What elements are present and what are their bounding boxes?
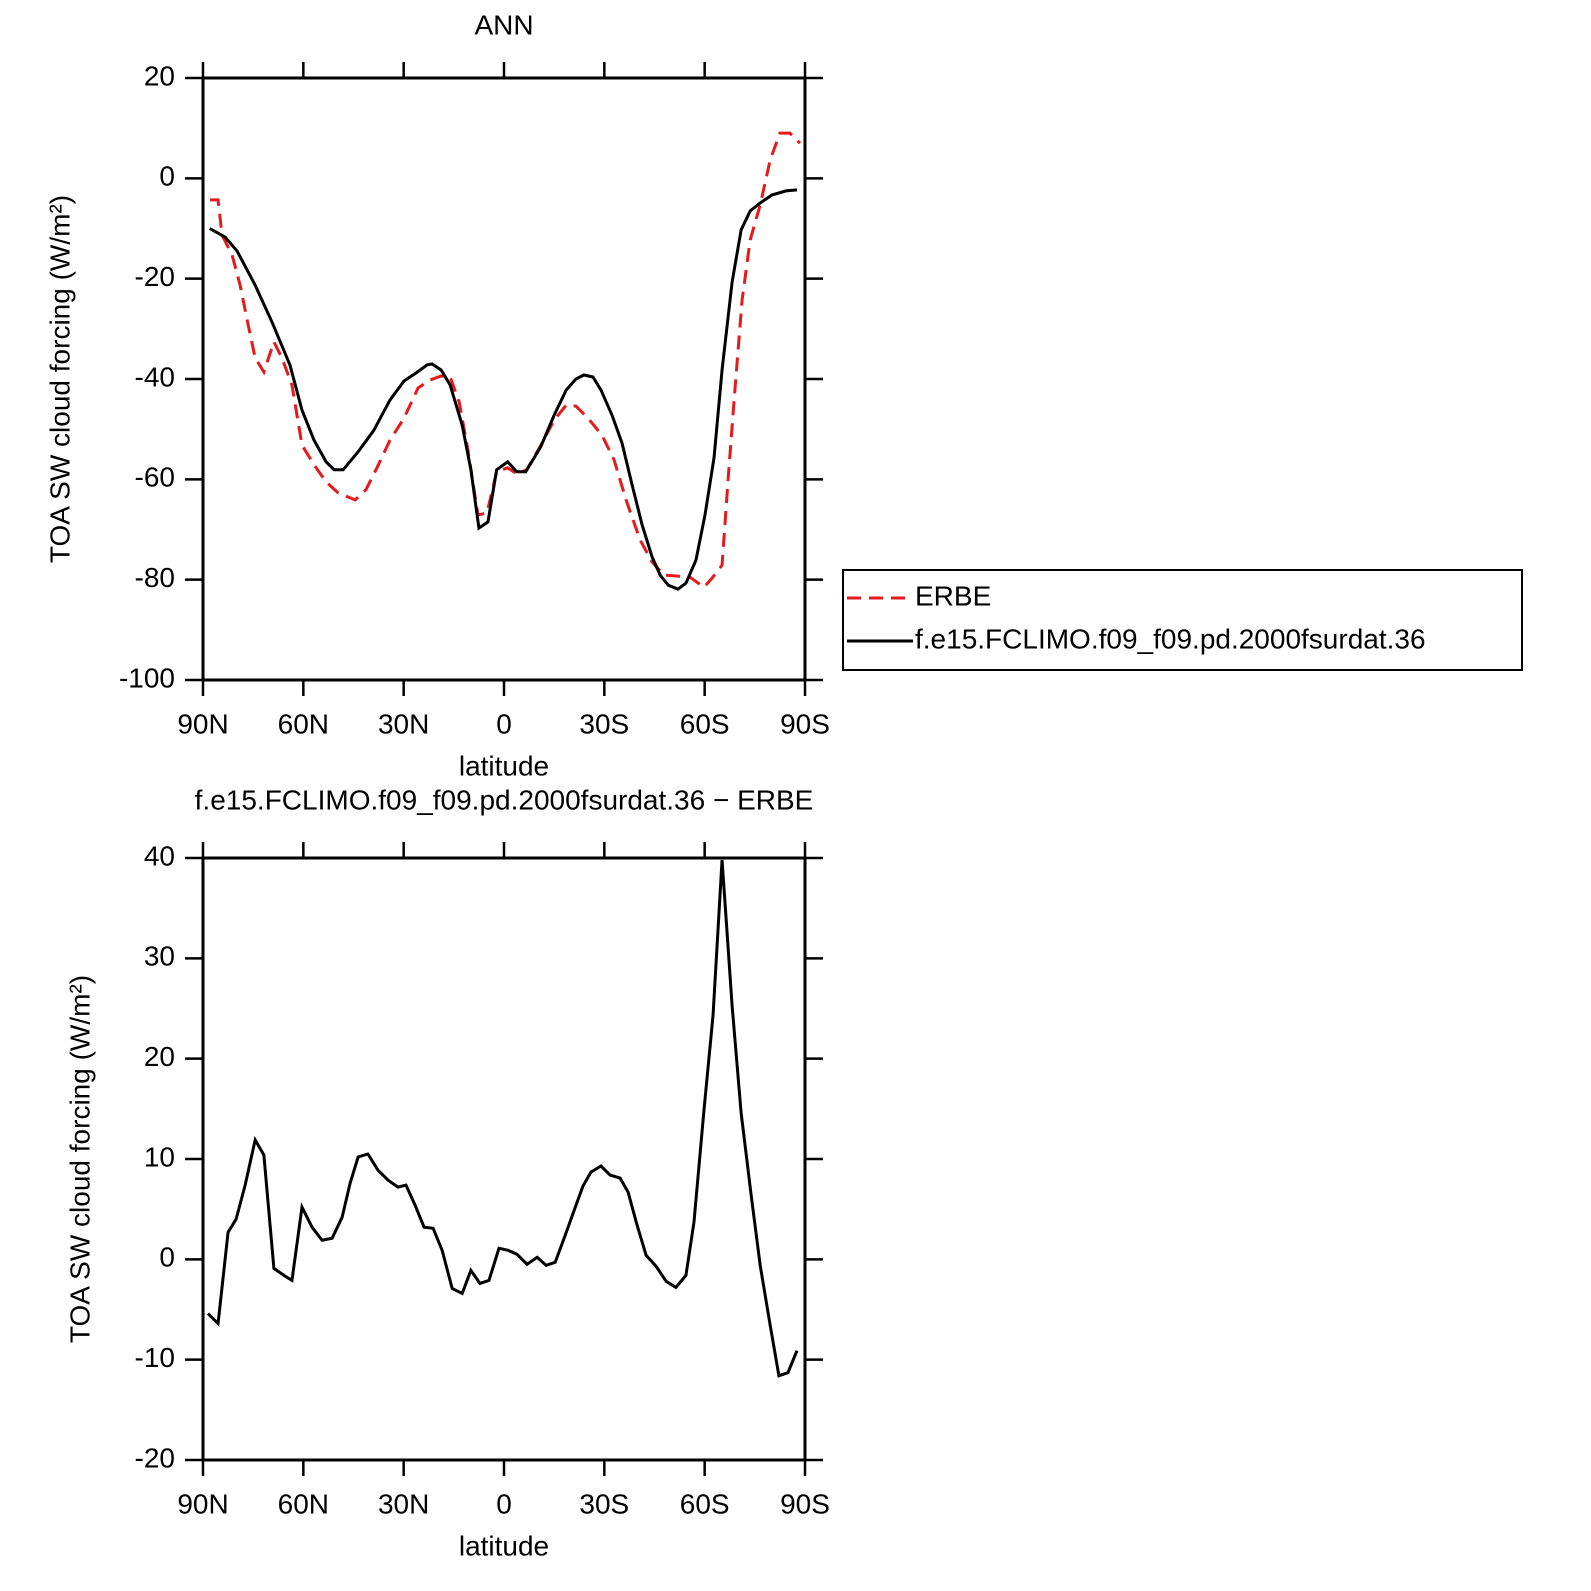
x-tick-label: 60N xyxy=(278,708,329,739)
chart-title: ANN xyxy=(474,9,533,40)
y-tick-label: 0 xyxy=(159,1242,175,1273)
y-tick-label: -100 xyxy=(119,662,175,693)
y-tick-label: -10 xyxy=(135,1342,175,1373)
data-line xyxy=(210,131,802,590)
x-tick-label: 30S xyxy=(579,1488,629,1519)
plot-frame xyxy=(201,856,807,1462)
x-tick-label: 0 xyxy=(496,1488,512,1519)
plot-frame xyxy=(201,76,807,682)
x-tick-label: 90S xyxy=(780,708,830,739)
data-line xyxy=(208,188,798,591)
x-tick-label: 60S xyxy=(680,708,730,739)
x-tick-label: 90N xyxy=(177,1488,228,1519)
x-axis-label: latitude xyxy=(459,750,549,781)
y-tick-label: 0 xyxy=(159,161,175,192)
y-tick-label: 30 xyxy=(144,941,175,972)
legend-box xyxy=(842,569,1523,671)
legend-label: f.e15.FCLIMO.f09_f09.pd.2000fsurdat.36 xyxy=(915,623,1426,654)
y-tick-label: 20 xyxy=(144,60,175,91)
y-tick-label: 40 xyxy=(144,840,175,871)
legend-label: ERBE xyxy=(915,580,991,611)
y-tick-label: -60 xyxy=(135,462,175,493)
x-tick-label: 90N xyxy=(177,708,228,739)
x-tick-label: 90S xyxy=(780,1488,830,1519)
y-tick-label: 20 xyxy=(144,1041,175,1072)
y-tick-label: 10 xyxy=(144,1141,175,1172)
x-tick-label: 60N xyxy=(278,1488,329,1519)
y-tick-label: -40 xyxy=(135,361,175,392)
x-tick-label: 60S xyxy=(680,1488,730,1519)
data-line xyxy=(206,859,799,1378)
x-axis-label: latitude xyxy=(459,1530,549,1561)
x-tick-label: 0 xyxy=(496,708,512,739)
y-axis-label: TOA SW cloud forcing (W/m²) xyxy=(44,195,75,563)
y-tick-label: -20 xyxy=(135,261,175,292)
x-tick-label: 30N xyxy=(378,708,429,739)
y-tick-label: -80 xyxy=(135,562,175,593)
chart-title: f.e15.FCLIMO.f09_f09.pd.2000fsurdat.36 −… xyxy=(195,784,814,815)
y-tick-label: -20 xyxy=(135,1442,175,1473)
x-tick-label: 30S xyxy=(579,708,629,739)
y-axis-label: TOA SW cloud forcing (W/m²) xyxy=(64,975,95,1343)
x-tick-label: 30N xyxy=(378,1488,429,1519)
